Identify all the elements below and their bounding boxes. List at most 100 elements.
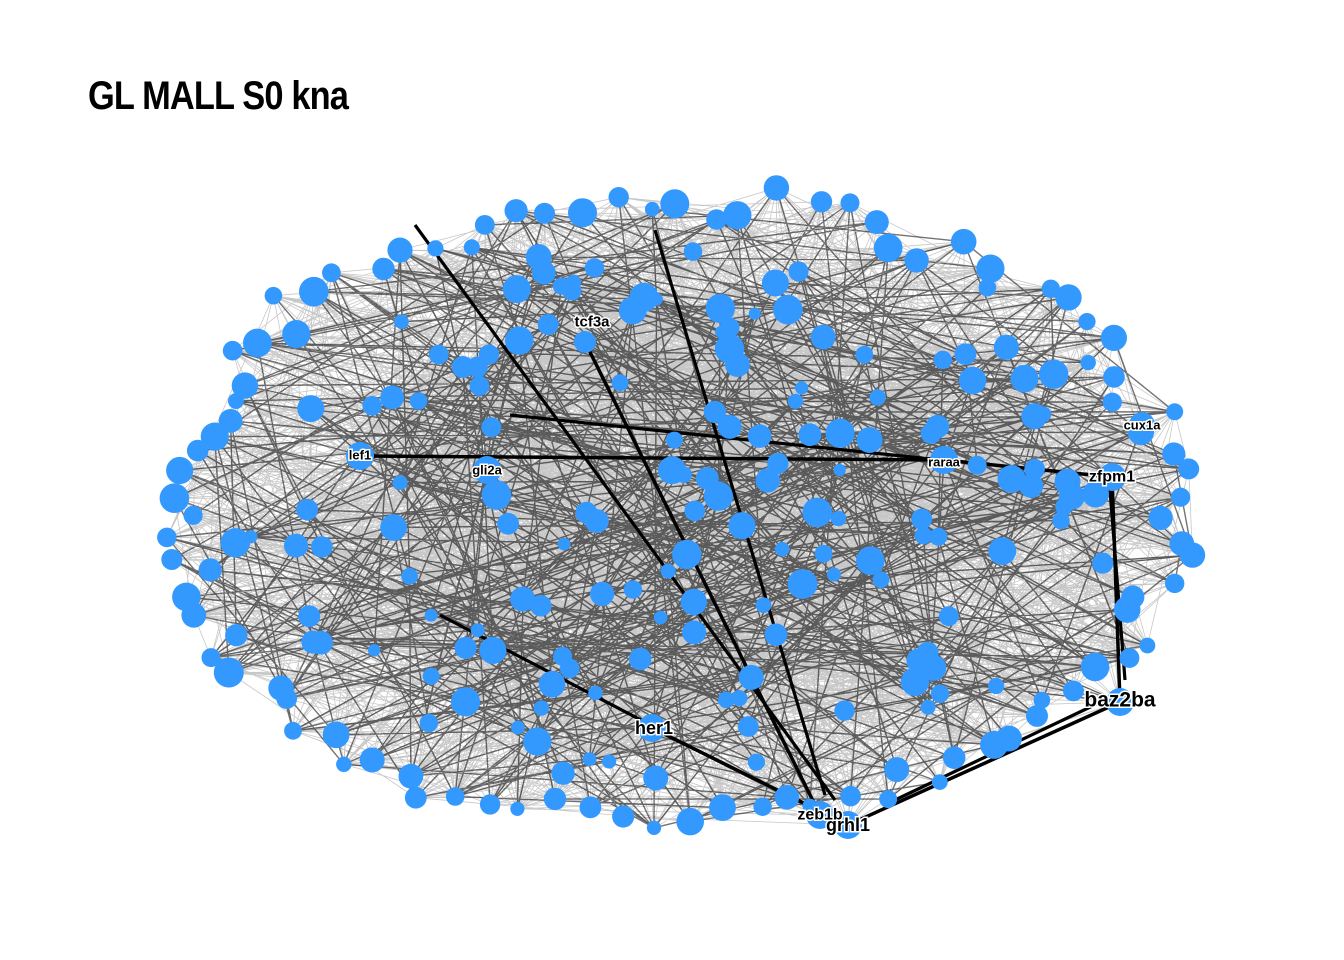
node xyxy=(1179,542,1206,568)
node xyxy=(976,254,1005,283)
node xyxy=(470,623,485,638)
node xyxy=(643,765,669,791)
node xyxy=(588,685,603,701)
node xyxy=(424,608,438,622)
node xyxy=(264,286,283,305)
node xyxy=(537,314,559,335)
node xyxy=(684,500,706,522)
strong-edge xyxy=(413,224,837,801)
node xyxy=(1080,652,1110,682)
node xyxy=(1041,279,1061,298)
node xyxy=(810,324,836,350)
node xyxy=(533,700,550,716)
node xyxy=(900,667,930,696)
node xyxy=(311,536,333,558)
node xyxy=(362,396,382,416)
node xyxy=(502,275,531,304)
node xyxy=(298,605,321,628)
node xyxy=(296,498,319,521)
node xyxy=(623,580,643,599)
node xyxy=(504,199,528,223)
node xyxy=(988,677,1005,695)
node xyxy=(157,527,177,548)
node xyxy=(1033,691,1051,709)
node xyxy=(1100,324,1127,351)
node xyxy=(1055,498,1073,516)
node xyxy=(950,228,977,255)
node xyxy=(582,752,597,766)
node-her1 xyxy=(638,714,666,742)
node-label-grhl1: grhl1 xyxy=(826,815,870,835)
node xyxy=(368,644,381,657)
node xyxy=(225,624,248,647)
node xyxy=(505,326,534,355)
node xyxy=(764,623,788,646)
node-label-lef1: lef1 xyxy=(349,448,371,463)
node xyxy=(1026,704,1048,727)
node xyxy=(1052,512,1070,530)
node xyxy=(297,395,325,423)
node xyxy=(978,279,997,297)
node xyxy=(336,756,352,772)
node xyxy=(186,439,209,462)
node xyxy=(201,648,221,668)
node xyxy=(706,209,727,230)
node xyxy=(761,269,789,297)
node xyxy=(683,242,703,261)
node xyxy=(510,801,525,816)
node xyxy=(284,721,302,740)
node xyxy=(958,366,987,395)
node xyxy=(602,754,617,769)
node xyxy=(404,786,427,809)
edge-tcf3a-zeb1b xyxy=(583,341,822,816)
node xyxy=(680,588,707,616)
node-layer xyxy=(157,175,1206,839)
node xyxy=(523,727,552,756)
node xyxy=(738,716,759,737)
node xyxy=(612,805,635,828)
node xyxy=(723,201,752,230)
edge-lef1-raraa xyxy=(359,454,945,462)
node xyxy=(709,794,736,821)
node xyxy=(608,187,629,208)
node xyxy=(834,700,855,721)
node xyxy=(802,497,832,528)
node xyxy=(1148,505,1173,530)
node xyxy=(284,533,308,558)
node xyxy=(814,544,833,563)
node xyxy=(392,475,408,491)
node-label-baz2ba: baz2ba xyxy=(1084,689,1156,712)
node-baz2ba xyxy=(1106,688,1134,716)
node xyxy=(579,796,602,819)
node xyxy=(925,414,950,439)
node xyxy=(454,636,477,660)
node xyxy=(511,720,525,735)
node xyxy=(1102,392,1122,412)
node xyxy=(753,797,772,816)
node xyxy=(479,794,501,815)
node xyxy=(590,581,615,607)
node xyxy=(268,675,294,701)
node xyxy=(1092,552,1114,574)
node xyxy=(914,526,933,545)
node xyxy=(200,422,229,451)
node xyxy=(161,549,183,570)
node xyxy=(869,389,886,406)
node xyxy=(747,753,766,771)
node xyxy=(724,352,750,377)
node xyxy=(719,317,740,338)
node xyxy=(933,350,952,370)
node xyxy=(428,344,449,365)
node-grhl1 xyxy=(834,811,862,839)
node xyxy=(954,343,977,365)
node xyxy=(409,392,428,410)
node xyxy=(856,427,883,453)
node xyxy=(1082,480,1109,508)
node xyxy=(243,328,272,358)
node xyxy=(747,424,772,448)
node xyxy=(930,684,950,703)
node xyxy=(795,381,809,395)
node xyxy=(543,787,567,811)
node xyxy=(872,571,890,589)
